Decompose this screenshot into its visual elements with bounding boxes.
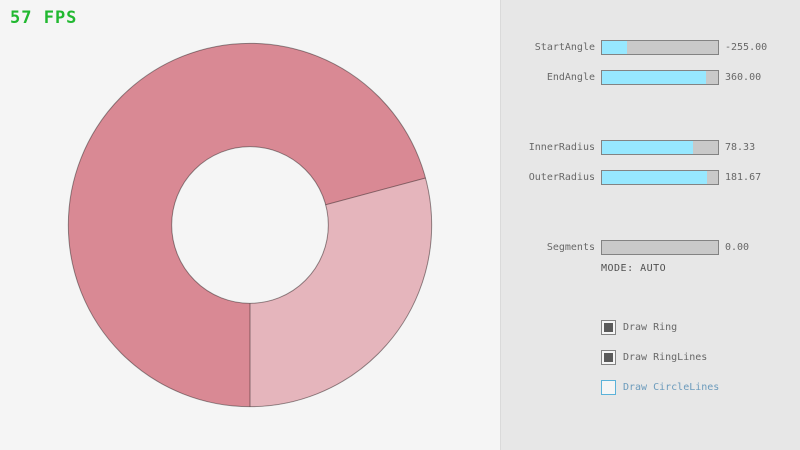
ring-outline-inner xyxy=(171,146,329,304)
slider-segments[interactable] xyxy=(601,240,719,255)
slider-end-angle[interactable] xyxy=(601,70,719,85)
slider-fill-start-angle xyxy=(602,41,628,54)
ring-edge-line-1 xyxy=(325,177,426,206)
slider-fill-inner-radius xyxy=(602,141,693,154)
mode-label: MODE: AUTO xyxy=(601,263,667,274)
fps-counter: 57 FPS xyxy=(10,8,78,28)
slider-value-segments: 0.00 xyxy=(725,242,750,253)
checkbox-draw-circlelines[interactable]: Draw CircleLines xyxy=(501,380,800,395)
slider-row-inner-radius: InnerRadius 78.33 xyxy=(501,140,800,155)
slider-row-end-angle: EndAngle 360.00 xyxy=(501,70,800,85)
slider-label-start-angle: StartAngle xyxy=(534,42,595,53)
slider-label-outer-radius: OuterRadius xyxy=(528,172,595,183)
slider-inner-radius[interactable] xyxy=(601,140,719,155)
controls-panel: StartAngle -255.00 EndAngle 360.00 Inner… xyxy=(500,0,800,450)
checkbox-label-draw-circlelines: Draw CircleLines xyxy=(623,382,720,393)
slider-value-end-angle: 360.00 xyxy=(725,72,762,83)
slider-label-inner-radius: InnerRadius xyxy=(528,142,595,153)
slider-row-outer-radius: OuterRadius 181.67 xyxy=(501,170,800,185)
ring-outline-outer xyxy=(67,42,433,408)
slider-value-inner-radius: 78.33 xyxy=(725,142,756,153)
slider-row-start-angle: StartAngle -255.00 xyxy=(501,40,800,55)
checkbox-draw-ringlines[interactable]: Draw RingLines xyxy=(501,350,800,365)
checkbox-label-draw-ring: Draw Ring xyxy=(623,322,678,333)
ring-fill-single-pass xyxy=(250,177,432,407)
slider-label-end-angle: EndAngle xyxy=(546,72,595,83)
slider-value-start-angle: -255.00 xyxy=(725,42,768,53)
slider-row-segments: Segments 0.00 xyxy=(501,240,800,255)
slider-value-outer-radius: 181.67 xyxy=(725,172,762,183)
slider-fill-end-angle xyxy=(602,71,707,84)
checkbox-box-draw-ringlines[interactable] xyxy=(601,350,616,365)
checkbox-draw-ring[interactable]: Draw Ring xyxy=(501,320,800,335)
slider-start-angle[interactable] xyxy=(601,40,719,55)
slider-label-segments: Segments xyxy=(546,242,595,253)
ring-canvas xyxy=(67,42,433,408)
checkbox-box-draw-ring[interactable] xyxy=(601,320,616,335)
slider-outer-radius[interactable] xyxy=(601,170,719,185)
checkbox-box-draw-circlelines[interactable] xyxy=(601,380,616,395)
checkbox-label-draw-ringlines: Draw RingLines xyxy=(623,352,708,363)
slider-fill-outer-radius xyxy=(602,171,708,184)
